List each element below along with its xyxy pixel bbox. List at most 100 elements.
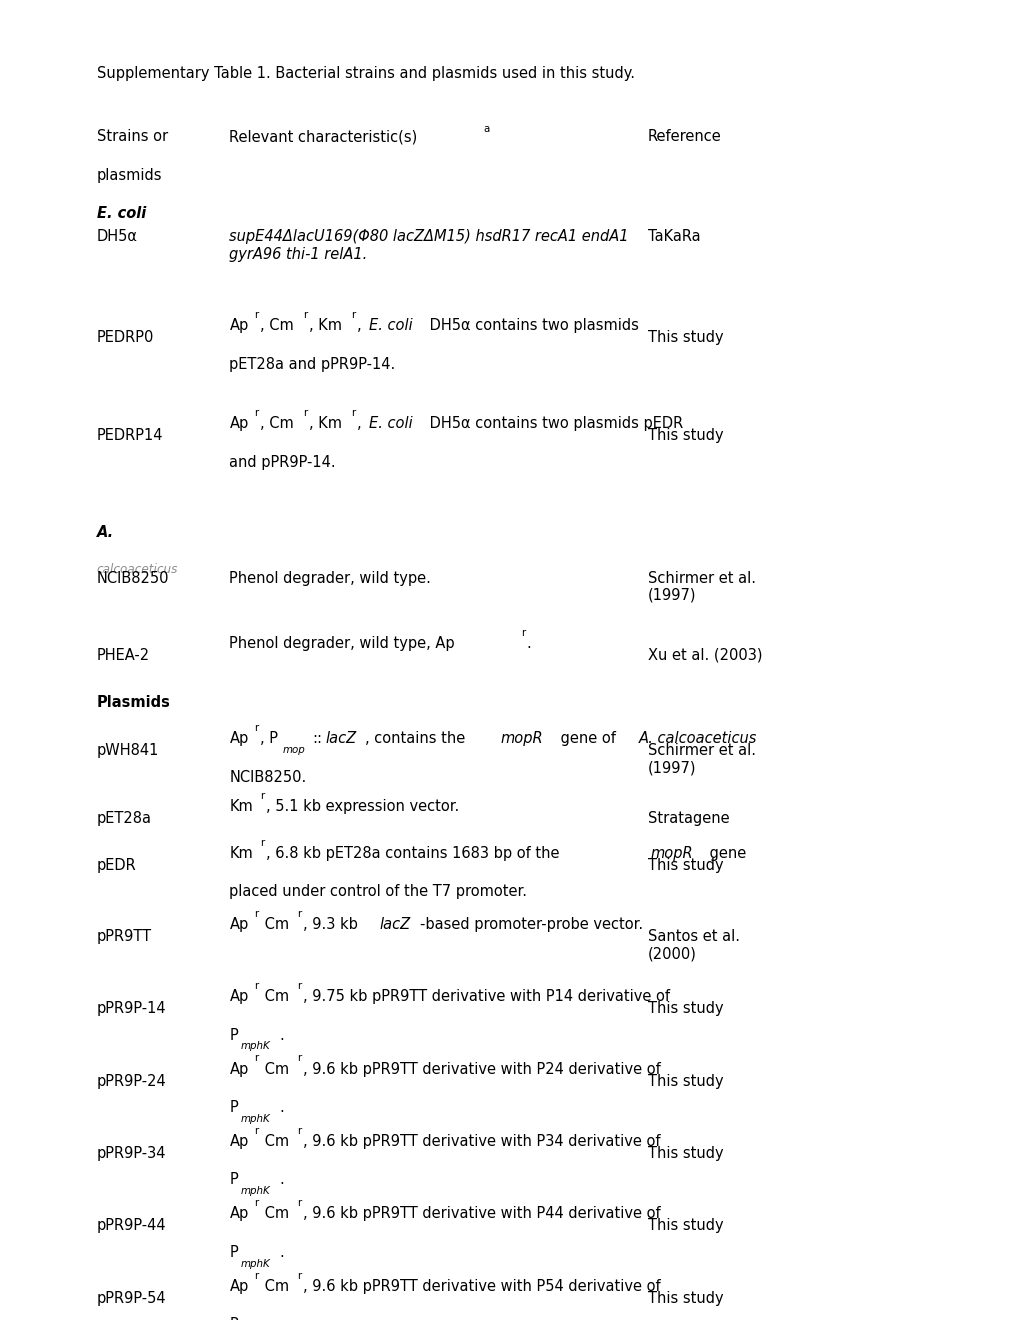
Text: pEDR: pEDR bbox=[97, 858, 137, 873]
Text: Cm: Cm bbox=[260, 1061, 288, 1077]
Text: Cm: Cm bbox=[260, 1134, 288, 1148]
Text: , 9.6 kb pPR9TT derivative with P24 derivative of: , 9.6 kb pPR9TT derivative with P24 deri… bbox=[303, 1061, 660, 1077]
Text: This study: This study bbox=[647, 330, 722, 346]
Text: pPR9P-54: pPR9P-54 bbox=[97, 1291, 166, 1305]
Text: Cm: Cm bbox=[260, 917, 288, 932]
Text: Schirmer et al.
(1997): Schirmer et al. (1997) bbox=[647, 743, 755, 775]
Text: This study: This study bbox=[647, 428, 722, 444]
Text: P: P bbox=[229, 1317, 238, 1320]
Text: mopR: mopR bbox=[650, 846, 692, 861]
Text: gene: gene bbox=[704, 846, 746, 861]
Text: r: r bbox=[298, 1126, 302, 1135]
Text: .: . bbox=[279, 1245, 283, 1259]
Text: Km: Km bbox=[229, 799, 253, 813]
Text: mphK: mphK bbox=[240, 1041, 270, 1052]
Text: Phenol degrader, wild type, Ap: Phenol degrader, wild type, Ap bbox=[229, 636, 454, 651]
Text: .: . bbox=[279, 1100, 283, 1115]
Text: r: r bbox=[254, 1126, 259, 1135]
Text: P: P bbox=[229, 1100, 238, 1115]
Text: Ap: Ap bbox=[229, 917, 249, 932]
Text: E. coli: E. coli bbox=[97, 206, 146, 222]
Text: Ap: Ap bbox=[229, 318, 249, 334]
Text: r: r bbox=[303, 310, 308, 321]
Text: ::: :: bbox=[312, 731, 322, 746]
Text: , contains the: , contains the bbox=[365, 731, 470, 746]
Text: Cm: Cm bbox=[260, 1279, 288, 1294]
Text: r: r bbox=[352, 408, 356, 418]
Text: .: . bbox=[279, 1172, 283, 1188]
Text: A.: A. bbox=[97, 524, 114, 540]
Text: r: r bbox=[254, 1053, 259, 1064]
Text: pPR9TT: pPR9TT bbox=[97, 929, 152, 944]
Text: E. coli: E. coli bbox=[369, 416, 413, 432]
Text: DH5α contains two plasmids: DH5α contains two plasmids bbox=[425, 318, 639, 334]
Text: , Cm: , Cm bbox=[260, 318, 293, 334]
Text: This study: This study bbox=[647, 1001, 722, 1016]
Text: r: r bbox=[254, 310, 259, 321]
Text: pPR9P-44: pPR9P-44 bbox=[97, 1218, 166, 1233]
Text: Ap: Ap bbox=[229, 1134, 249, 1148]
Text: Reference: Reference bbox=[647, 129, 720, 144]
Text: , 5.1 kb expression vector.: , 5.1 kb expression vector. bbox=[265, 799, 459, 813]
Text: pET28a and pPR9P-14.: pET28a and pPR9P-14. bbox=[229, 358, 395, 372]
Text: .: . bbox=[526, 636, 530, 651]
Text: pWH841: pWH841 bbox=[97, 743, 159, 758]
Text: This study: This study bbox=[647, 1146, 722, 1160]
Text: Schirmer et al.
(1997): Schirmer et al. (1997) bbox=[647, 570, 755, 603]
Text: lacZ: lacZ bbox=[379, 917, 411, 932]
Text: r: r bbox=[254, 908, 259, 919]
Text: mphK: mphK bbox=[240, 1258, 270, 1269]
Text: NCIB8250: NCIB8250 bbox=[97, 570, 169, 586]
Text: Santos et al.
(2000): Santos et al. (2000) bbox=[647, 929, 739, 961]
Text: This study: This study bbox=[647, 1291, 722, 1305]
Text: pPR9P-24: pPR9P-24 bbox=[97, 1073, 166, 1089]
Text: supE44ΔlacU169(Φ80 lacZΔM15) hsdR17 recA1 endA1
gyrA96 thi-1 relA1.: supE44ΔlacU169(Φ80 lacZΔM15) hsdR17 recA… bbox=[229, 230, 629, 261]
Text: P: P bbox=[229, 1172, 238, 1188]
Text: Km: Km bbox=[229, 846, 253, 861]
Text: , P: , P bbox=[260, 731, 277, 746]
Text: gene of: gene of bbox=[555, 731, 620, 746]
Text: mopR: mopR bbox=[500, 731, 543, 746]
Text: This study: This study bbox=[647, 858, 722, 873]
Text: A. calcoaceticus: A. calcoaceticus bbox=[638, 731, 757, 746]
Text: DH5α contains two plasmids pEDR: DH5α contains two plasmids pEDR bbox=[425, 416, 683, 432]
Text: This study: This study bbox=[647, 1073, 722, 1089]
Text: Supplementary Table 1. Bacterial strains and plasmids used in this study.: Supplementary Table 1. Bacterial strains… bbox=[97, 66, 634, 82]
Text: Ap: Ap bbox=[229, 1206, 249, 1221]
Text: , 9.75 kb pPR9TT derivative with P14 derivative of: , 9.75 kb pPR9TT derivative with P14 der… bbox=[303, 989, 669, 1005]
Text: TaKaRa: TaKaRa bbox=[647, 230, 700, 244]
Text: NCIB8250.: NCIB8250. bbox=[229, 770, 307, 784]
Text: PEDRP0: PEDRP0 bbox=[97, 330, 154, 346]
Text: r: r bbox=[260, 838, 264, 847]
Text: Ap: Ap bbox=[229, 731, 249, 746]
Text: Relevant characteristic(s): Relevant characteristic(s) bbox=[229, 129, 418, 144]
Text: mphK: mphK bbox=[240, 1187, 270, 1196]
Text: placed under control of the T7 promoter.: placed under control of the T7 promoter. bbox=[229, 884, 527, 899]
Text: a: a bbox=[483, 124, 489, 135]
Text: Cm: Cm bbox=[260, 1206, 288, 1221]
Text: PEDRP14: PEDRP14 bbox=[97, 428, 163, 444]
Text: P: P bbox=[229, 1245, 238, 1259]
Text: PHEA-2: PHEA-2 bbox=[97, 648, 150, 663]
Text: Ap: Ap bbox=[229, 1279, 249, 1294]
Text: mphK: mphK bbox=[240, 1114, 270, 1123]
Text: , Km: , Km bbox=[309, 416, 341, 432]
Text: Ap: Ap bbox=[229, 1061, 249, 1077]
Text: r: r bbox=[520, 628, 525, 638]
Text: Plasmids: Plasmids bbox=[97, 694, 170, 710]
Text: pPR9P-34: pPR9P-34 bbox=[97, 1146, 166, 1160]
Text: lacZ: lacZ bbox=[325, 731, 356, 746]
Text: DH5α: DH5α bbox=[97, 230, 138, 244]
Text: pET28a: pET28a bbox=[97, 810, 152, 825]
Text: , 9.6 kb pPR9TT derivative with P44 derivative of: , 9.6 kb pPR9TT derivative with P44 deri… bbox=[303, 1206, 660, 1221]
Text: E. coli: E. coli bbox=[369, 318, 413, 334]
Text: and pPR9P-14.: and pPR9P-14. bbox=[229, 455, 336, 470]
Text: , 6.8 kb pET28a contains 1683 bp of the: , 6.8 kb pET28a contains 1683 bp of the bbox=[265, 846, 564, 861]
Text: r: r bbox=[298, 1053, 302, 1064]
Text: , Cm: , Cm bbox=[260, 416, 293, 432]
Text: r: r bbox=[303, 408, 308, 418]
Text: r: r bbox=[298, 981, 302, 991]
Text: Strains or: Strains or bbox=[97, 129, 168, 144]
Text: calcoaceticus: calcoaceticus bbox=[97, 564, 178, 577]
Text: , 9.6 kb pPR9TT derivative with P34 derivative of: , 9.6 kb pPR9TT derivative with P34 deri… bbox=[303, 1134, 659, 1148]
